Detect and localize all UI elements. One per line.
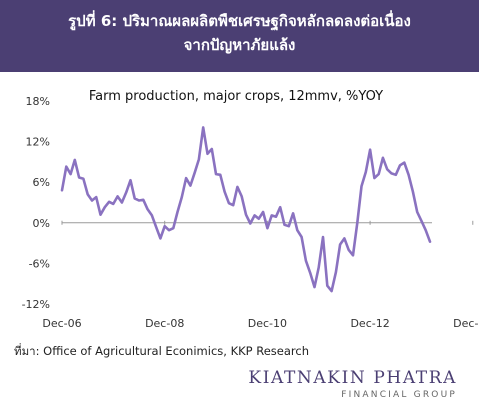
company-logo: KIATNAKIN PHATRA FINANCIAL GROUP — [248, 368, 457, 400]
chart-area: Farm production, major crops, 12mmv, %YO… — [0, 78, 479, 340]
series-line — [60, 126, 432, 293]
y-tick-label: 18% — [26, 95, 50, 108]
y-tick-label: 12% — [26, 136, 50, 149]
x-tick-label: Dec-10 — [248, 317, 287, 330]
y-tick-label: 0% — [33, 217, 50, 230]
y-tick-label: -6% — [29, 257, 50, 270]
x-tick-label: Dec-14 — [453, 317, 479, 330]
source-note: ที่มา: Office of Agricultural Econimics,… — [14, 344, 309, 358]
logo-name: KIATNAKIN PHATRA — [248, 368, 457, 388]
chart-title: Farm production, major crops, 12mmv, %YO… — [89, 89, 383, 104]
figure-title-line-2: จากปัญหาภัยแล้ง — [183, 36, 296, 54]
line-chart: Farm production, major crops, 12mmv, %YO… — [22, 89, 479, 330]
y-tick-label: 6% — [33, 176, 50, 189]
x-tick-label: Dec-08 — [145, 317, 184, 330]
y-tick-label: -12% — [22, 298, 50, 311]
logo-group: FINANCIAL GROUP — [341, 390, 457, 400]
figure-title-line-1: รูปที่ 6: ปริมาณผลผลิตพืชเศรษฐกิจหลักลดล… — [68, 12, 411, 30]
x-tick-label: Dec-06 — [42, 317, 81, 330]
figure-header: รูปที่ 6: ปริมาณผลผลิตพืชเศรษฐกิจหลักลดล… — [0, 0, 479, 72]
x-tick-label: Dec-12 — [350, 317, 389, 330]
